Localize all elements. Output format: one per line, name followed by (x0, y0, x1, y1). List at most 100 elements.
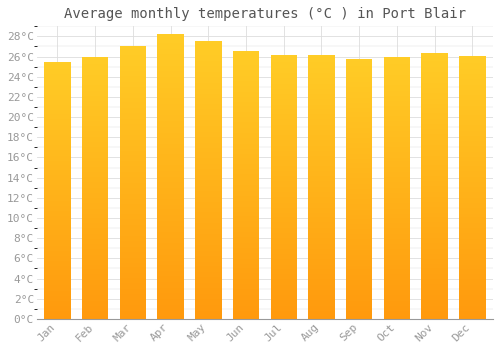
Bar (44, 239, 70, 240)
Bar (346, 89, 372, 90)
Bar (233, 180, 259, 181)
Bar (120, 251, 146, 252)
Bar (346, 304, 372, 306)
Bar (308, 77, 334, 78)
Bar (158, 145, 184, 147)
Bar (422, 136, 448, 137)
Bar (120, 134, 146, 135)
Bar (346, 294, 372, 295)
Bar (44, 222, 70, 224)
Bar (384, 166, 410, 167)
Bar (384, 291, 410, 293)
Bar (195, 108, 222, 110)
Bar (44, 284, 70, 286)
Bar (44, 285, 70, 287)
Bar (158, 290, 184, 292)
Bar (158, 57, 184, 58)
Bar (44, 172, 70, 174)
Bar (120, 233, 146, 235)
Bar (195, 90, 222, 91)
Bar (459, 133, 485, 134)
Bar (82, 256, 108, 257)
Bar (44, 206, 70, 207)
Bar (459, 241, 485, 243)
Bar (308, 302, 334, 303)
Bar (233, 301, 259, 303)
Bar (158, 110, 184, 111)
Bar (233, 146, 259, 148)
Bar (346, 284, 372, 285)
Bar (422, 87, 448, 88)
Bar (44, 128, 70, 130)
Bar (459, 273, 485, 274)
Bar (120, 55, 146, 56)
Bar (195, 148, 222, 150)
Bar (120, 241, 146, 243)
Bar (120, 67, 146, 68)
Bar (384, 92, 410, 93)
Bar (158, 187, 184, 188)
Bar (346, 316, 372, 317)
Bar (82, 193, 108, 194)
Bar (82, 182, 108, 184)
Bar (459, 187, 485, 189)
Bar (120, 146, 146, 147)
Bar (82, 121, 108, 122)
Bar (120, 311, 146, 312)
Bar (233, 74, 259, 76)
Bar (120, 279, 146, 281)
Bar (346, 96, 372, 98)
Bar (308, 232, 334, 233)
Bar (233, 94, 259, 96)
Bar (308, 158, 334, 159)
Bar (44, 197, 70, 198)
Bar (82, 164, 108, 166)
Bar (82, 136, 108, 138)
Bar (233, 57, 259, 58)
Bar (422, 63, 448, 64)
Bar (82, 206, 108, 208)
Bar (233, 117, 259, 118)
Bar (82, 277, 108, 278)
Bar (158, 201, 184, 202)
Bar (120, 132, 146, 134)
Bar (384, 249, 410, 251)
Bar (308, 311, 334, 312)
Bar (308, 236, 334, 237)
Bar (195, 105, 222, 107)
Bar (158, 120, 184, 121)
Bar (422, 121, 448, 122)
Bar (120, 78, 146, 79)
Bar (459, 61, 485, 62)
Bar (44, 233, 70, 234)
Bar (308, 197, 334, 198)
Bar (270, 215, 297, 216)
Bar (270, 103, 297, 105)
Bar (44, 184, 70, 185)
Bar (270, 86, 297, 88)
Bar (422, 168, 448, 169)
Bar (384, 244, 410, 245)
Bar (270, 312, 297, 314)
Bar (120, 196, 146, 198)
Bar (270, 239, 297, 241)
Bar (459, 178, 485, 179)
Bar (308, 306, 334, 307)
Bar (195, 222, 222, 223)
Bar (44, 168, 70, 170)
Bar (422, 131, 448, 132)
Bar (270, 127, 297, 128)
Bar (195, 226, 222, 227)
Bar (384, 282, 410, 284)
Bar (233, 280, 259, 281)
Bar (233, 281, 259, 283)
Bar (308, 239, 334, 241)
Bar (44, 315, 70, 316)
Bar (82, 138, 108, 139)
Bar (158, 65, 184, 67)
Bar (346, 105, 372, 107)
Bar (195, 103, 222, 104)
Bar (82, 91, 108, 92)
Bar (459, 99, 485, 100)
Bar (82, 92, 108, 93)
